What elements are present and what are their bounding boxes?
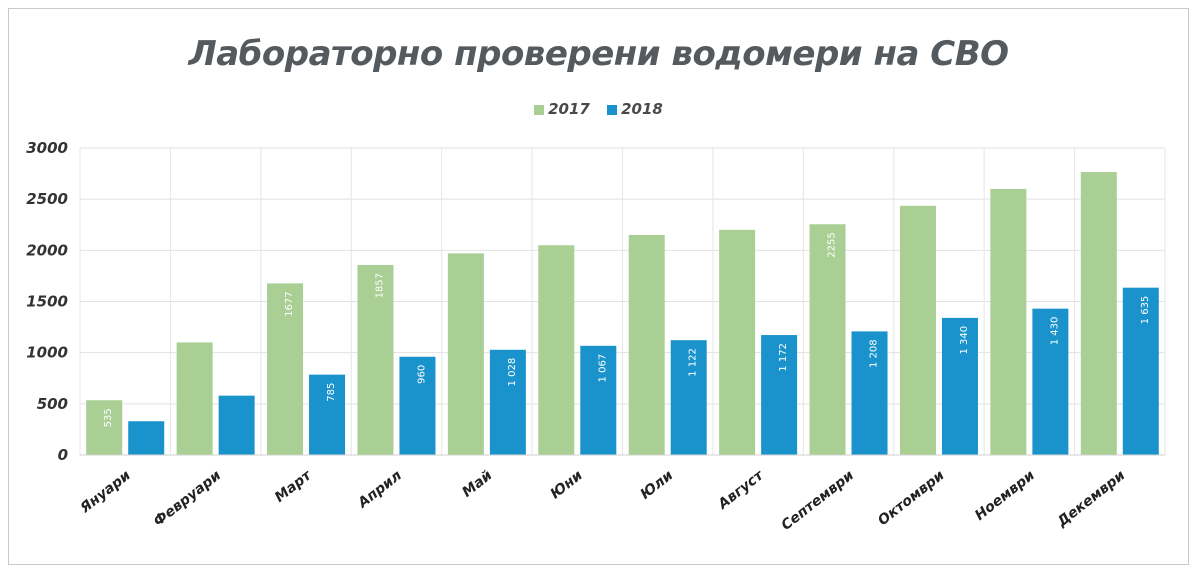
legend-label-2018: 2018 [621, 100, 663, 118]
y-tick-label-2: 1000 [26, 344, 68, 362]
data-label-2017-8: 2255 [827, 232, 838, 257]
bar-2018-4 [489, 349, 526, 455]
bar-2017-10 [990, 188, 1027, 455]
y-tick-label-3: 1500 [26, 293, 68, 311]
bar-2018-7 [761, 335, 798, 455]
data-label-2018-6: 1 122 [688, 348, 699, 377]
data-label-2018-2: 785 [326, 383, 337, 402]
bar-2017-2 [267, 283, 304, 455]
bar-2018-11 [1122, 287, 1159, 455]
data-label-2018-4: 1 028 [507, 358, 518, 387]
data-label-2018-11: 1 635 [1140, 296, 1151, 325]
data-label-2018-5: 1 067 [597, 354, 608, 383]
bar-2018-9 [941, 317, 978, 455]
bar-2018-2 [309, 374, 346, 455]
bar-2018-6 [670, 340, 707, 455]
data-label-2018-10: 1 430 [1049, 317, 1060, 346]
bar-2017-7 [719, 229, 756, 455]
data-label-2018-7: 1 172 [778, 343, 789, 372]
data-label-2018-8: 1 208 [869, 339, 880, 368]
chart-title: Лабораторно проверени водомери на СВО [188, 34, 1009, 74]
data-label-2018-3: 960 [416, 365, 427, 384]
y-tick-label-0: 0 [58, 446, 68, 464]
category-label-10: Ноември [972, 467, 1038, 523]
y-tick-label-6: 3000 [26, 139, 68, 157]
bar-2018-10 [1032, 308, 1069, 455]
category-label-7: Август [715, 467, 768, 513]
bar-2018-3 [399, 356, 436, 455]
bar-2017-9 [899, 205, 936, 455]
data-label-2017-3: 1857 [374, 273, 385, 298]
bar-2017-11 [1080, 172, 1117, 455]
bar-2017-8 [809, 224, 846, 455]
bar-2018-1 [218, 395, 255, 455]
category-label-5: Юни [548, 467, 586, 502]
legend-swatch-2017 [534, 104, 545, 115]
legend-item-2018: 2018 [607, 100, 663, 118]
data-label-2018-9: 1 340 [959, 326, 970, 355]
bar-2017-0 [86, 400, 123, 455]
bar-2017-4 [447, 253, 484, 455]
category-label-9: Октомври [875, 467, 947, 529]
category-label-3: Април [354, 468, 405, 512]
category-label-1: Февруари [151, 467, 225, 529]
data-label-2017-2: 1677 [284, 291, 295, 316]
legend-swatch-2018 [607, 104, 618, 115]
bar-2017-6 [628, 234, 665, 455]
category-label-2: Март [272, 467, 315, 506]
bar-2018-8 [851, 331, 888, 455]
bar-2017-3 [357, 264, 394, 455]
category-label-6: Юли [638, 467, 677, 502]
legend-label-2017: 2017 [548, 100, 590, 118]
legend: 2017 2018 [0, 100, 1197, 118]
y-tick-label-5: 2500 [26, 190, 68, 208]
y-tick-label-4: 2000 [26, 241, 68, 259]
legend-item-2017: 2017 [534, 100, 590, 118]
category-label-0: Януари [77, 467, 134, 517]
bar-2018-5 [580, 345, 617, 455]
category-label-4: Май [459, 467, 495, 500]
category-label-11: Декември [1054, 467, 1129, 530]
bar-2017-5 [538, 245, 575, 455]
y-tick-label-1: 500 [37, 395, 68, 413]
category-label-8: Септември [778, 467, 857, 533]
bar-2018-0 [128, 421, 165, 455]
bar-2017-1 [176, 342, 213, 455]
data-label-2017-0: 535 [103, 408, 114, 427]
